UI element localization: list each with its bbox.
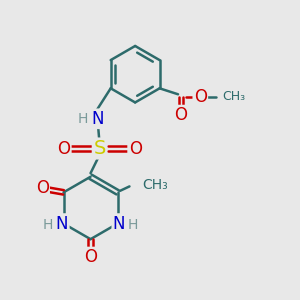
- Text: H: H: [43, 218, 53, 232]
- Text: O: O: [84, 248, 97, 266]
- Text: CH₃: CH₃: [222, 90, 245, 103]
- Text: O: O: [194, 88, 207, 106]
- Text: N: N: [56, 214, 68, 232]
- Text: H: H: [77, 112, 88, 126]
- Text: O: O: [175, 106, 188, 124]
- Text: N: N: [113, 214, 125, 232]
- Text: N: N: [92, 110, 104, 128]
- Text: O: O: [36, 179, 49, 197]
- Text: H: H: [128, 218, 138, 232]
- Text: S: S: [93, 139, 106, 158]
- Text: CH₃: CH₃: [142, 178, 168, 192]
- Text: O: O: [129, 140, 142, 158]
- Text: O: O: [57, 140, 70, 158]
